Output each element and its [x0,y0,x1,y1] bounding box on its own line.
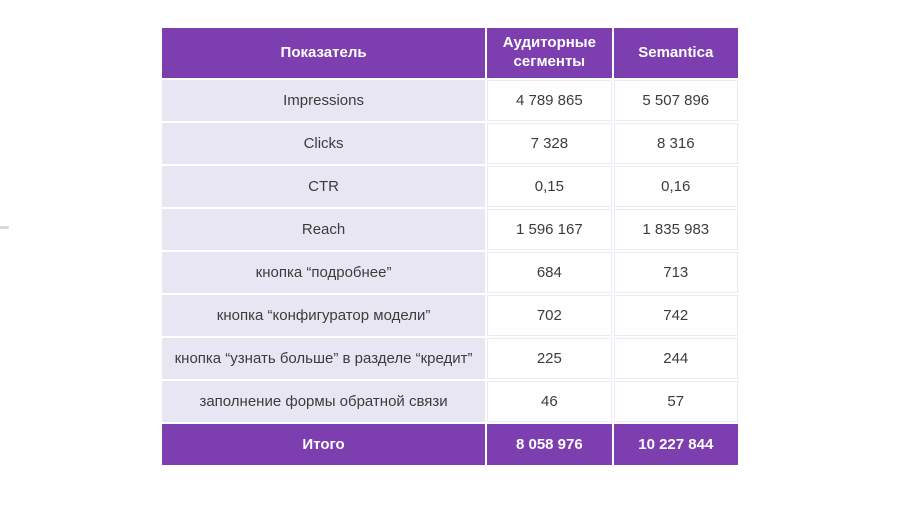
metrics-comparison-table: Показатель Аудиторные сегменты Semantica… [160,26,740,467]
row-value-audience: 225 [487,338,612,379]
row-label: кнопка “конфигуратор модели” [162,295,486,336]
comparison-table-container: Показатель Аудиторные сегменты Semantica… [160,26,740,467]
row-value-audience: 46 [487,381,612,422]
table-row: кнопка “подробнее” 684 713 [162,252,738,293]
row-value-audience: 1 596 167 [487,209,612,250]
row-label: Reach [162,209,486,250]
row-value-semantica: 8 316 [613,123,738,164]
table-row: Impressions 4 789 865 5 507 896 [162,80,738,121]
row-value-semantica: 244 [613,338,738,379]
column-header-metric: Показатель [162,28,486,78]
row-label: кнопка “подробнее” [162,252,486,293]
row-value-semantica: 1 835 983 [613,209,738,250]
table-row: кнопка “узнать больше” в разделе “кредит… [162,338,738,379]
row-value-semantica: 742 [613,295,738,336]
row-value-semantica: 57 [613,381,738,422]
table-body: Impressions 4 789 865 5 507 896 Clicks 7… [162,80,738,422]
totals-label: Итого [162,424,486,465]
totals-value-audience: 8 058 976 [487,424,612,465]
row-label: кнопка “узнать больше” в разделе “кредит… [162,338,486,379]
totals-row: Итого 8 058 976 10 227 844 [162,424,738,465]
row-label: Impressions [162,80,486,121]
stray-mark [0,226,9,229]
row-value-audience: 684 [487,252,612,293]
row-label: CTR [162,166,486,207]
table-header: Показатель Аудиторные сегменты Semantica [162,28,738,78]
row-value-audience: 7 328 [487,123,612,164]
table-row: кнопка “конфигуратор модели” 702 742 [162,295,738,336]
table-row: Clicks 7 328 8 316 [162,123,738,164]
row-label: Clicks [162,123,486,164]
totals-value-semantica: 10 227 844 [613,424,738,465]
row-value-audience: 702 [487,295,612,336]
row-label: заполнение формы обратной связи [162,381,486,422]
row-value-semantica: 5 507 896 [613,80,738,121]
row-value-semantica: 0,16 [613,166,738,207]
row-value-audience: 0,15 [487,166,612,207]
row-value-audience: 4 789 865 [487,80,612,121]
table-footer: Итого 8 058 976 10 227 844 [162,424,738,465]
header-row: Показатель Аудиторные сегменты Semantica [162,28,738,78]
row-value-semantica: 713 [613,252,738,293]
table-row: Reach 1 596 167 1 835 983 [162,209,738,250]
table-row: заполнение формы обратной связи 46 57 [162,381,738,422]
column-header-audience-segments: Аудиторные сегменты [487,28,612,78]
table-row: CTR 0,15 0,16 [162,166,738,207]
column-header-semantica: Semantica [613,28,738,78]
